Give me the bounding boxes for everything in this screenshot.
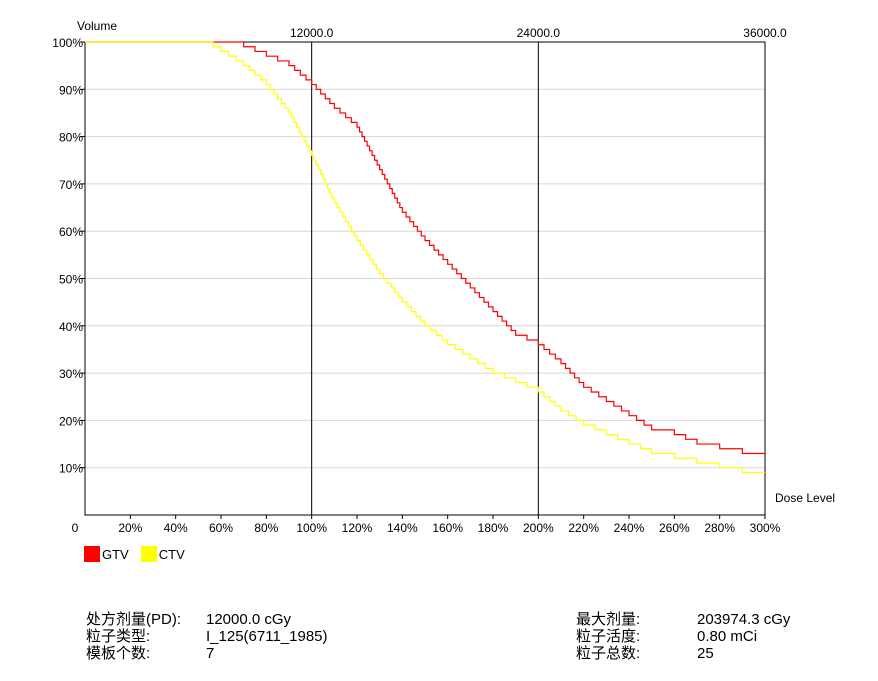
top-axis-label: 36000.0 — [743, 26, 787, 40]
top-axis-label: 24000.0 — [517, 26, 561, 40]
info-row-template-count: 模板个数: 7 — [86, 645, 328, 662]
y-tick-label: 80% — [59, 131, 83, 145]
info-row-prescription-dose: 处方剂量(PD): 12000.0 cGy — [86, 611, 328, 628]
max-dose-value: 203974.3 cGy — [697, 611, 791, 628]
x-tick-label: 80% — [254, 521, 278, 535]
legend-label-ctv: CTV — [158, 546, 185, 562]
template-count-value: 7 — [206, 645, 215, 662]
seed-total-value: 25 — [697, 645, 714, 662]
y-tick-label: 100% — [52, 36, 83, 50]
x-tick-label: 120% — [342, 521, 373, 535]
x-tick-label: 300% — [750, 521, 781, 535]
x-tick-label: 40% — [164, 521, 188, 535]
x-tick-label: 200% — [523, 521, 554, 535]
y-tick-label: 60% — [59, 225, 83, 239]
info-row-seed-total: 粒子总数: 25 — [576, 645, 790, 662]
x-tick-label: 180% — [478, 521, 509, 535]
y-tick-label: 70% — [59, 178, 83, 192]
seed-type-label: 粒子类型: — [86, 628, 151, 645]
y-tick-label: 90% — [59, 83, 83, 97]
x-tick-label: 60% — [209, 521, 233, 535]
top-axis-label: 12000.0 — [290, 26, 334, 40]
y-tick-label: 20% — [59, 414, 83, 428]
dvh-chart: 10% 20% 30% 40% 50% 60% 70% 80% 90% 100% 20% 40% 60%… — [52, 19, 835, 535]
legend-label-gtv: GTV — [102, 546, 129, 562]
plan-info-right: 最大剂量: 203974.3 cGy 粒子活度: 0.80 mCi 粒子总数: … — [576, 611, 790, 662]
template-count-label: 模板个数: — [86, 645, 151, 662]
legend-item-gtv[interactable]: GTV — [84, 546, 129, 562]
x-tick-label: 20% — [118, 521, 142, 535]
y-axis-title: Volume — [77, 19, 117, 33]
seed-activity-label: 粒子活度: — [576, 628, 641, 645]
x-tick-label: 140% — [387, 521, 418, 535]
plan-info-left: 处方剂量(PD): 12000.0 cGy 粒子类型: I_125(6711_1… — [86, 611, 328, 662]
info-row-seed-activity: 粒子活度: 0.80 mCi — [576, 628, 790, 645]
x-tick-label: 240% — [614, 521, 645, 535]
x-tick-label: 100% — [296, 521, 327, 535]
prescription-dose-value: 12000.0 cGy — [206, 611, 292, 628]
y-tick-label: 30% — [59, 367, 83, 381]
chart-legend: GTV CTV — [84, 546, 197, 562]
info-row-max-dose: 最大剂量: 203974.3 cGy — [576, 611, 790, 628]
prescription-dose-label: 处方剂量(PD): — [86, 611, 181, 628]
seed-type-value: I_125(6711_1985) — [206, 628, 328, 645]
x-tick-label: 260% — [659, 521, 690, 535]
y-tick-label: 10% — [59, 462, 83, 476]
legend-swatch-gtv — [84, 546, 100, 562]
legend-item-ctv[interactable]: CTV — [140, 546, 185, 562]
series-line-ctv — [85, 41, 765, 474]
seed-total-label: 粒子总数: — [576, 645, 641, 662]
y-tick-label: 40% — [59, 320, 83, 334]
info-row-seed-type: 粒子类型: I_125(6711_1985) — [86, 628, 328, 645]
seed-activity-value: 0.80 mCi — [697, 628, 758, 645]
y-tick-label: 50% — [59, 273, 83, 287]
max-dose-label: 最大剂量: — [576, 611, 641, 628]
origin-label: 0 — [72, 521, 79, 535]
x-axis-title: Dose Level — [775, 491, 835, 505]
x-tick-label: 160% — [432, 521, 463, 535]
x-tick-label: 220% — [568, 521, 599, 535]
legend-swatch-ctv — [140, 546, 157, 562]
x-tick-label: 280% — [704, 521, 735, 535]
series-line-gtv — [85, 41, 765, 455]
